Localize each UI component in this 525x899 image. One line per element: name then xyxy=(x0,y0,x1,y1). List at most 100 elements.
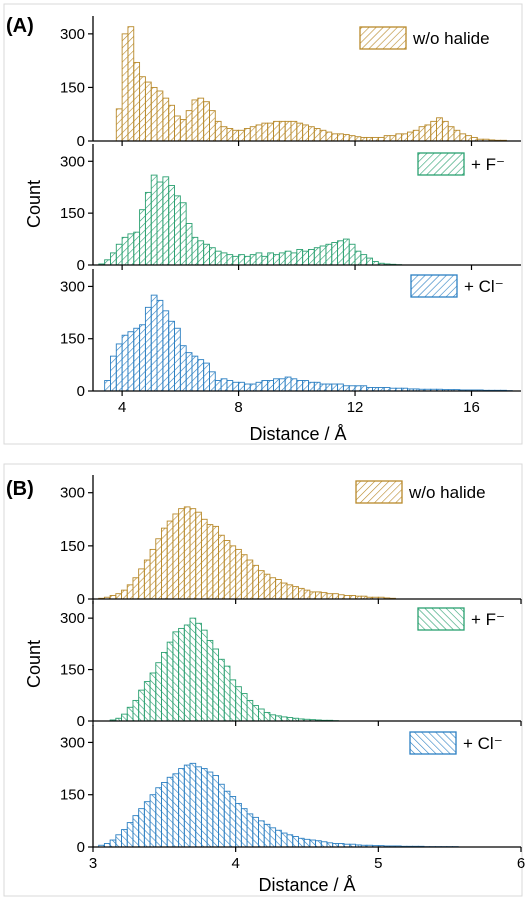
histogram-bar xyxy=(278,378,286,392)
histogram-bar xyxy=(436,117,443,142)
histogram-bar xyxy=(366,257,373,266)
histogram-bar xyxy=(139,76,146,142)
panel-b-x-axis-label: Distance / Å xyxy=(258,875,355,895)
histogram-bar xyxy=(441,120,449,142)
histogram-bar xyxy=(144,191,152,266)
panel-a-frame xyxy=(3,3,523,445)
histogram-bar xyxy=(166,776,174,848)
histogram-bar xyxy=(223,540,231,600)
histogram-bar xyxy=(269,827,277,848)
histogram-bar xyxy=(280,832,288,848)
histogram-bar xyxy=(197,359,205,392)
histogram-bar xyxy=(258,708,265,722)
legend-swatch xyxy=(359,26,407,50)
histogram-bar xyxy=(109,839,117,848)
histogram-bar xyxy=(110,355,117,392)
histogram-bar xyxy=(126,584,134,600)
histogram-bar xyxy=(223,665,231,722)
histogram-bar xyxy=(290,252,298,266)
histogram-bar xyxy=(267,122,274,142)
legend-label: + Cl⁻ xyxy=(464,277,504,296)
histogram-bar xyxy=(168,320,175,392)
histogram-bar xyxy=(255,252,263,266)
histogram-bar xyxy=(240,693,248,722)
histogram-bar xyxy=(229,796,237,848)
histogram-bar xyxy=(459,133,467,142)
y-tick-label: 300 xyxy=(60,610,85,627)
histogram-bar xyxy=(331,242,339,266)
histogram-bar xyxy=(360,254,368,266)
histogram-bar xyxy=(132,815,140,848)
histogram-bar xyxy=(261,255,269,266)
histogram-bar xyxy=(133,231,141,266)
histogram-bar xyxy=(302,124,309,142)
histogram-bar xyxy=(303,589,311,600)
histogram-bar xyxy=(249,254,257,266)
histogram-bar xyxy=(226,380,234,392)
histogram-bar xyxy=(115,243,123,266)
histogram-bar xyxy=(161,651,168,722)
histogram-bar xyxy=(121,589,128,600)
panel-b-frame xyxy=(3,463,523,897)
histogram-bar xyxy=(195,766,202,848)
histogram-bar xyxy=(132,699,140,722)
histogram-bar xyxy=(189,762,197,848)
histogram-bar xyxy=(302,250,309,266)
histogram-bar xyxy=(127,233,135,266)
histogram-bar xyxy=(191,236,199,266)
histogram-bar xyxy=(172,631,180,722)
histogram-bar xyxy=(218,658,225,722)
histogram-bar xyxy=(238,381,245,392)
histogram-bar xyxy=(348,385,356,392)
histogram-bar xyxy=(284,120,292,142)
subplot-5-f: 0 150 300 + F⁻ xyxy=(60,601,522,730)
histogram-bar xyxy=(115,593,122,600)
histogram-bar xyxy=(115,343,123,392)
histogram-bar xyxy=(156,181,164,266)
histogram-bar xyxy=(255,124,263,142)
x-tick-label: 12 xyxy=(347,399,364,416)
x-tick-label: 6 xyxy=(517,855,525,872)
histogram-bar xyxy=(243,128,251,142)
legend-label: w/o halide xyxy=(408,483,486,502)
histogram-bar xyxy=(185,223,193,266)
histogram-bar xyxy=(197,240,205,266)
histogram-bar xyxy=(209,110,216,142)
histogram-bar xyxy=(280,582,288,600)
histogram-bar xyxy=(342,238,350,266)
histogram-bar xyxy=(319,245,327,266)
histogram-bar xyxy=(348,135,356,142)
histogram-bar xyxy=(132,577,140,600)
histogram-bar xyxy=(308,381,315,392)
histogram-bar xyxy=(286,834,294,848)
histogram-bar xyxy=(342,134,350,142)
histogram-bar xyxy=(143,681,151,722)
histogram-bar xyxy=(232,255,240,266)
x-tick-label: 16 xyxy=(463,399,480,416)
histogram-bar xyxy=(149,548,157,600)
histogram-bar xyxy=(238,254,245,266)
histogram-bar xyxy=(232,129,240,142)
histogram-bar xyxy=(150,174,158,266)
histogram-bar xyxy=(220,126,228,142)
histogram-bar xyxy=(235,802,242,848)
histogram-bar xyxy=(226,254,234,266)
histogram-bar xyxy=(326,593,334,600)
histogram-bar xyxy=(296,122,304,142)
histogram-bar xyxy=(172,513,180,600)
histogram-bar xyxy=(185,110,193,142)
histogram-bar xyxy=(115,108,123,142)
histogram-bar xyxy=(297,837,305,848)
histogram-bar xyxy=(290,120,298,142)
histogram-bar xyxy=(320,841,328,848)
histogram-bar xyxy=(195,622,202,722)
histogram-bar xyxy=(104,380,111,392)
histogram-bar xyxy=(139,209,146,266)
subplot-2-f: 0 150 300 + F⁻ xyxy=(60,144,521,274)
histogram-bar xyxy=(360,385,368,392)
histogram-bar xyxy=(258,570,265,600)
legend-label: w/o halide xyxy=(412,29,490,48)
histogram-bar xyxy=(191,355,199,392)
histogram-bar xyxy=(302,380,309,392)
histogram-bar xyxy=(453,129,461,142)
